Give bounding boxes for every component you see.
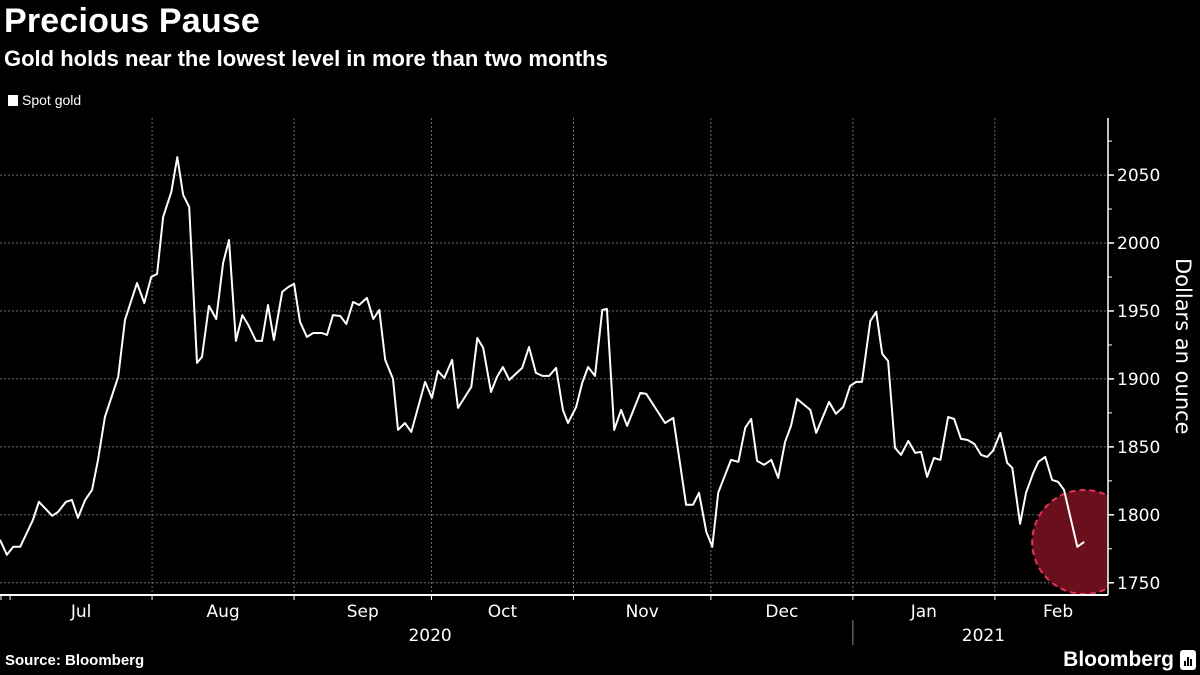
- y-tick-label: 1950: [1117, 302, 1160, 322]
- x-tick-label: Jul: [70, 602, 92, 622]
- year-label: 2020: [408, 626, 451, 646]
- series-line-spot-gold: [0, 156, 1085, 556]
- y-tick-label: 1750: [1117, 574, 1160, 594]
- y-tick-label: 1900: [1117, 370, 1160, 390]
- bloomberg-wordmark: Bloomberg: [1063, 648, 1174, 671]
- legend-label-spot-gold: Spot gold: [22, 92, 82, 108]
- source-note: Source: Bloomberg: [5, 652, 145, 669]
- y-tick-label: 1800: [1117, 506, 1160, 526]
- legend-swatch-spot-gold: [8, 94, 18, 106]
- gridlines: [0, 118, 1108, 595]
- x-tick-label: Aug: [206, 602, 239, 622]
- legend: Spot gold: [8, 92, 81, 108]
- y-tick-label: 2050: [1117, 166, 1160, 186]
- y-axis-label: Dollars an ounce: [1171, 258, 1195, 435]
- x-tick-label: Sep: [347, 602, 379, 622]
- x-tick-label: Nov: [626, 602, 659, 622]
- axes: 1750 1800 1850 1900 1950 2000 2050 Jul Aug Sep Oct…: [0, 118, 1160, 646]
- y-tick-label: 1850: [1117, 438, 1160, 458]
- chart-subtitle: Gold holds near the lowest level in more…: [4, 46, 608, 71]
- chart-icon: [1180, 650, 1196, 670]
- x-tick-label: Dec: [765, 602, 798, 622]
- bloomberg-logo: Bloomberg: [1063, 648, 1196, 672]
- chart-title: Precious Pause: [4, 2, 261, 40]
- x-tick-label: Feb: [1043, 602, 1073, 622]
- x-tick-label: Jan: [910, 602, 937, 622]
- series-lines: [0, 156, 1085, 556]
- x-tick-label: Oct: [488, 602, 518, 622]
- year-label: 2021: [962, 626, 1005, 646]
- y-tick-label: 2000: [1117, 234, 1160, 254]
